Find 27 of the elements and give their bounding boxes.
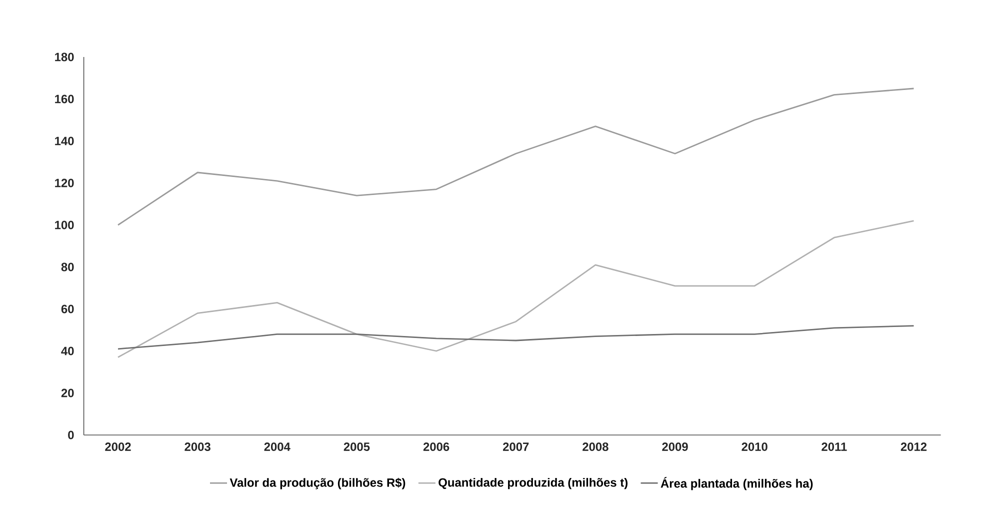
x-tick-label: 2009 (662, 442, 688, 451)
legend-label: Valor da produção (bilhões R$) (230, 478, 406, 490)
y-tick-label: 160 (55, 94, 74, 104)
legend-label: Área plantada (milhões ha) (660, 476, 813, 490)
x-tick-label: 2003 (184, 442, 210, 452)
x-tick-label: 2012 (900, 442, 927, 451)
legend-label: Quantidade produzida (milhões t) (438, 478, 628, 490)
line-series (117, 325, 914, 350)
y-tick-label: 80 (61, 262, 74, 272)
y-tick-label: 60 (61, 304, 74, 314)
y-tick-label: 20 (61, 388, 74, 398)
line-series (117, 220, 914, 358)
x-tick-label: 2006 (423, 442, 450, 451)
y-tick-label: 180 (55, 52, 74, 62)
x-tick-label: 2002 (105, 442, 131, 451)
x-tick-label: 2004 (264, 442, 290, 451)
y-tick-label: 120 (55, 178, 74, 188)
x-tick-label: 2007 (502, 442, 529, 451)
y-tick-label: 40 (61, 346, 74, 356)
x-tick-label: 2008 (582, 442, 608, 451)
line-series (117, 88, 914, 226)
x-tick-label: 2011 (822, 442, 847, 451)
y-tick-label: 140 (55, 136, 74, 146)
y-tick-label: 100 (55, 220, 74, 230)
x-tick-label: 2010 (742, 442, 768, 451)
y-tick-label: 0 (68, 430, 74, 440)
x-tick-label: 2005 (344, 442, 370, 451)
